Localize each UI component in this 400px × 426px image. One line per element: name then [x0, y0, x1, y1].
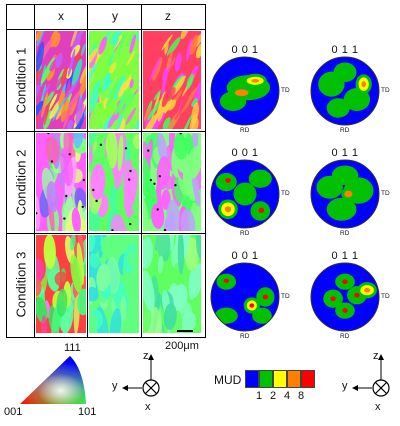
ebsd-map-c1-y — [89, 31, 139, 129]
pole-axis-x: x — [375, 401, 381, 413]
micro-axis-y: y — [112, 380, 118, 392]
micro-axis-z: z — [143, 350, 149, 362]
mud-tick-label: 4 — [283, 390, 291, 402]
pole-figure-rd-label: RD — [240, 333, 250, 340]
mud-swatch — [259, 370, 273, 388]
ebsd-map-c3-y — [89, 235, 139, 333]
pole-figure-3-001 — [210, 262, 280, 332]
pole-figure-rd-label: RD — [240, 230, 250, 237]
mud-tick-label: 2 — [269, 390, 277, 402]
pole-figure-td-label: TD — [381, 87, 390, 94]
ebsd-map-c2-x — [36, 133, 86, 231]
pole-axis-y: y — [342, 380, 348, 392]
pole-figure-title: 0 1 1 — [331, 44, 359, 56]
pole-figure-td-label: TD — [281, 293, 290, 300]
mud-swatch — [273, 370, 287, 388]
pole-figure-td-label: TD — [281, 190, 290, 197]
row-label-condition-1: Condition 1 — [13, 47, 28, 114]
scale-bar-label: 200μm — [165, 340, 199, 352]
ebsd-map-c3-x — [36, 235, 86, 333]
pole-figure-td-label: TD — [281, 87, 290, 94]
mud-swatch — [245, 370, 259, 388]
ebsd-map-c1-x — [36, 31, 86, 129]
mud-swatch — [287, 370, 301, 388]
pole-axis-z: z — [373, 350, 379, 362]
micro-axis-x: x — [145, 401, 151, 413]
column-header-y: y — [112, 9, 118, 23]
pole-figure-1-001 — [210, 56, 280, 126]
pole-figure-title: 0 1 1 — [331, 250, 359, 262]
pole-figure-title: 0 0 1 — [231, 44, 259, 56]
row-label-condition-3: Condition 3 — [13, 251, 28, 318]
ebsd-map-c2-y — [89, 133, 139, 231]
ebsd-map-c1-z — [143, 31, 201, 129]
pole-figure-td-label: TD — [381, 293, 390, 300]
ipf-label-101: 101 — [78, 406, 97, 418]
pole-figure-rd-label: RD — [340, 127, 350, 134]
row-label-condition-2: Condition 2 — [13, 149, 28, 216]
mud-swatch — [301, 370, 315, 388]
mud-tick-label: 1 — [255, 390, 263, 402]
micrograph-grid: x y z Condition 1 Condition 2 Condition … — [6, 4, 206, 338]
ipf-color-triangle — [20, 356, 86, 404]
ebsd-map-c2-z — [143, 133, 201, 231]
scale-bar — [177, 330, 193, 332]
mud-label: MUD — [214, 373, 242, 387]
pole-figure-1-011 — [310, 56, 380, 126]
pole-figure-title: 0 0 1 — [231, 147, 259, 159]
pole-axes — [352, 354, 390, 397]
pole-figure-3-011 — [310, 262, 380, 332]
pole-figure-rd-label: RD — [340, 333, 350, 340]
micrograph-axes — [122, 354, 160, 397]
column-header-x: x — [58, 9, 64, 23]
pole-figure-td-label: TD — [381, 190, 390, 197]
ipf-label-111: 111 — [64, 342, 81, 354]
pole-figure-rd-label: RD — [340, 230, 350, 237]
ipf-label-001: 001 — [4, 406, 23, 418]
pole-figure-rd-label: RD — [240, 127, 250, 134]
mud-tick-label: 8 — [297, 390, 305, 402]
pole-figure-title: 0 0 1 — [231, 250, 259, 262]
pole-figure-title: 0 1 1 — [331, 147, 359, 159]
pole-figure-2-011 — [310, 159, 380, 229]
ebsd-map-c3-z — [143, 235, 201, 333]
column-header-z: z — [165, 9, 171, 23]
pole-figure-2-001 — [210, 159, 280, 229]
